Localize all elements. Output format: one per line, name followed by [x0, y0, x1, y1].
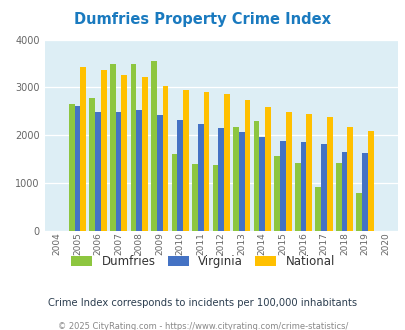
Bar	[300, 142, 305, 231]
Bar	[367, 131, 373, 231]
Bar	[244, 100, 250, 231]
Bar	[95, 112, 101, 231]
Bar	[253, 121, 259, 231]
Bar	[218, 128, 224, 231]
Bar	[259, 137, 264, 231]
Bar	[192, 164, 197, 231]
Bar	[203, 92, 209, 231]
Bar	[320, 145, 326, 231]
Bar	[361, 153, 367, 231]
Bar	[232, 127, 238, 231]
Bar	[274, 156, 279, 231]
Bar	[294, 163, 300, 231]
Bar	[110, 63, 115, 231]
Bar	[89, 98, 95, 231]
Bar	[80, 67, 86, 231]
Bar	[264, 107, 270, 231]
Bar	[356, 193, 361, 231]
Bar	[212, 165, 218, 231]
Bar	[101, 70, 107, 231]
Bar	[197, 124, 203, 231]
Bar	[335, 163, 341, 231]
Bar	[142, 78, 147, 231]
Bar	[315, 187, 320, 231]
Bar	[115, 112, 121, 231]
Text: © 2025 CityRating.com - https://www.cityrating.com/crime-statistics/: © 2025 CityRating.com - https://www.city…	[58, 322, 347, 330]
Text: Crime Index corresponds to incidents per 100,000 inhabitants: Crime Index corresponds to incidents per…	[48, 298, 357, 308]
Bar	[285, 112, 291, 231]
Bar	[279, 141, 285, 231]
Bar	[75, 106, 80, 231]
Bar	[151, 61, 156, 231]
Text: Dumfries Property Crime Index: Dumfries Property Crime Index	[74, 12, 331, 26]
Bar	[341, 152, 347, 231]
Bar	[224, 94, 229, 231]
Bar	[171, 154, 177, 231]
Bar	[130, 63, 136, 231]
Legend: Dumfries, Virginia, National: Dumfries, Virginia, National	[66, 250, 339, 273]
Bar	[69, 104, 75, 231]
Bar	[156, 115, 162, 231]
Bar	[177, 120, 183, 231]
Bar	[136, 111, 142, 231]
Bar	[238, 132, 244, 231]
Bar	[162, 85, 168, 231]
Bar	[305, 114, 311, 231]
Bar	[121, 75, 127, 231]
Bar	[347, 127, 352, 231]
Bar	[183, 90, 188, 231]
Bar	[326, 117, 332, 231]
